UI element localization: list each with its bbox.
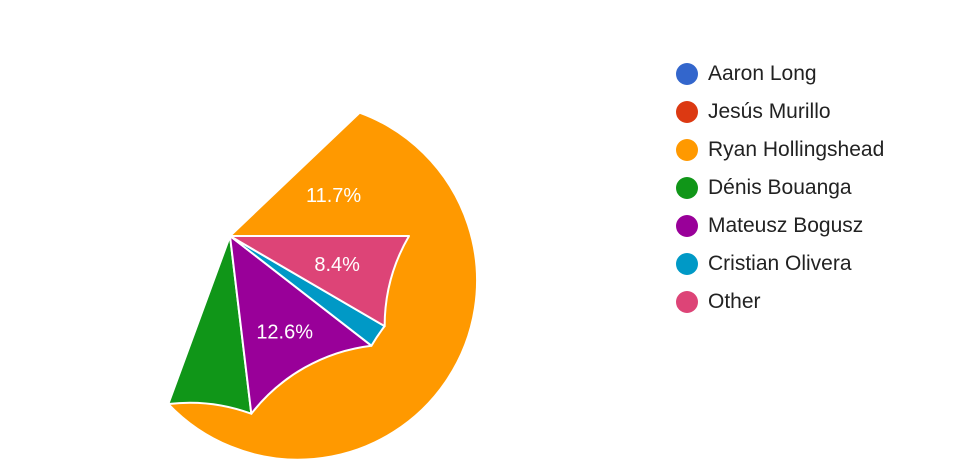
legend-label: Cristian Olivera [708,252,852,275]
legend-swatch-icon [676,215,698,237]
legend-label: Mateusz Bogusz [708,214,864,237]
legend-item-denis-bouanga[interactable]: Dénis Bouanga [676,169,884,207]
pie-slice-other[interactable] [229,235,410,328]
legend-item-jesus-murillo[interactable]: Jesús Murillo [676,93,884,131]
slice-label: 8.4% [314,254,360,276]
legend-swatch-icon [676,139,698,161]
legend-swatch-icon [676,291,698,313]
legend-swatch-icon [676,101,698,123]
legend-label: Ryan Hollingshead [708,138,885,161]
legend-item-cristian-olivera[interactable]: Cristian Olivera [676,245,884,283]
legend-swatch-icon [676,253,698,275]
pie-plot-area: 11.7% 57.3% 12.6% 8.4% [109,112,477,460]
legend-item-aaron-long[interactable]: Aaron Long [676,55,884,93]
legend: Aaron Long Jesús Murillo Ryan Hollingshe… [676,55,884,321]
slice-label: 12.6% [256,322,313,344]
legend-label: Other [708,290,761,313]
legend-label: Aaron Long [708,62,817,85]
legend-item-mateusz-bogusz[interactable]: Mateusz Bogusz [676,207,884,245]
legend-swatch-icon [676,63,698,85]
legend-label: Dénis Bouanga [708,176,852,199]
legend-item-ryan-hollingshead[interactable]: Ryan Hollingshead [676,131,884,169]
legend-label: Jesús Murillo [708,100,831,123]
slice-label: 57.3% [109,164,166,186]
slice-label: 11.7% [306,185,361,207]
legend-swatch-icon [676,177,698,199]
legend-item-other[interactable]: Other [676,283,884,321]
pie-slice-mateusz-bogusz[interactable] [229,235,373,415]
